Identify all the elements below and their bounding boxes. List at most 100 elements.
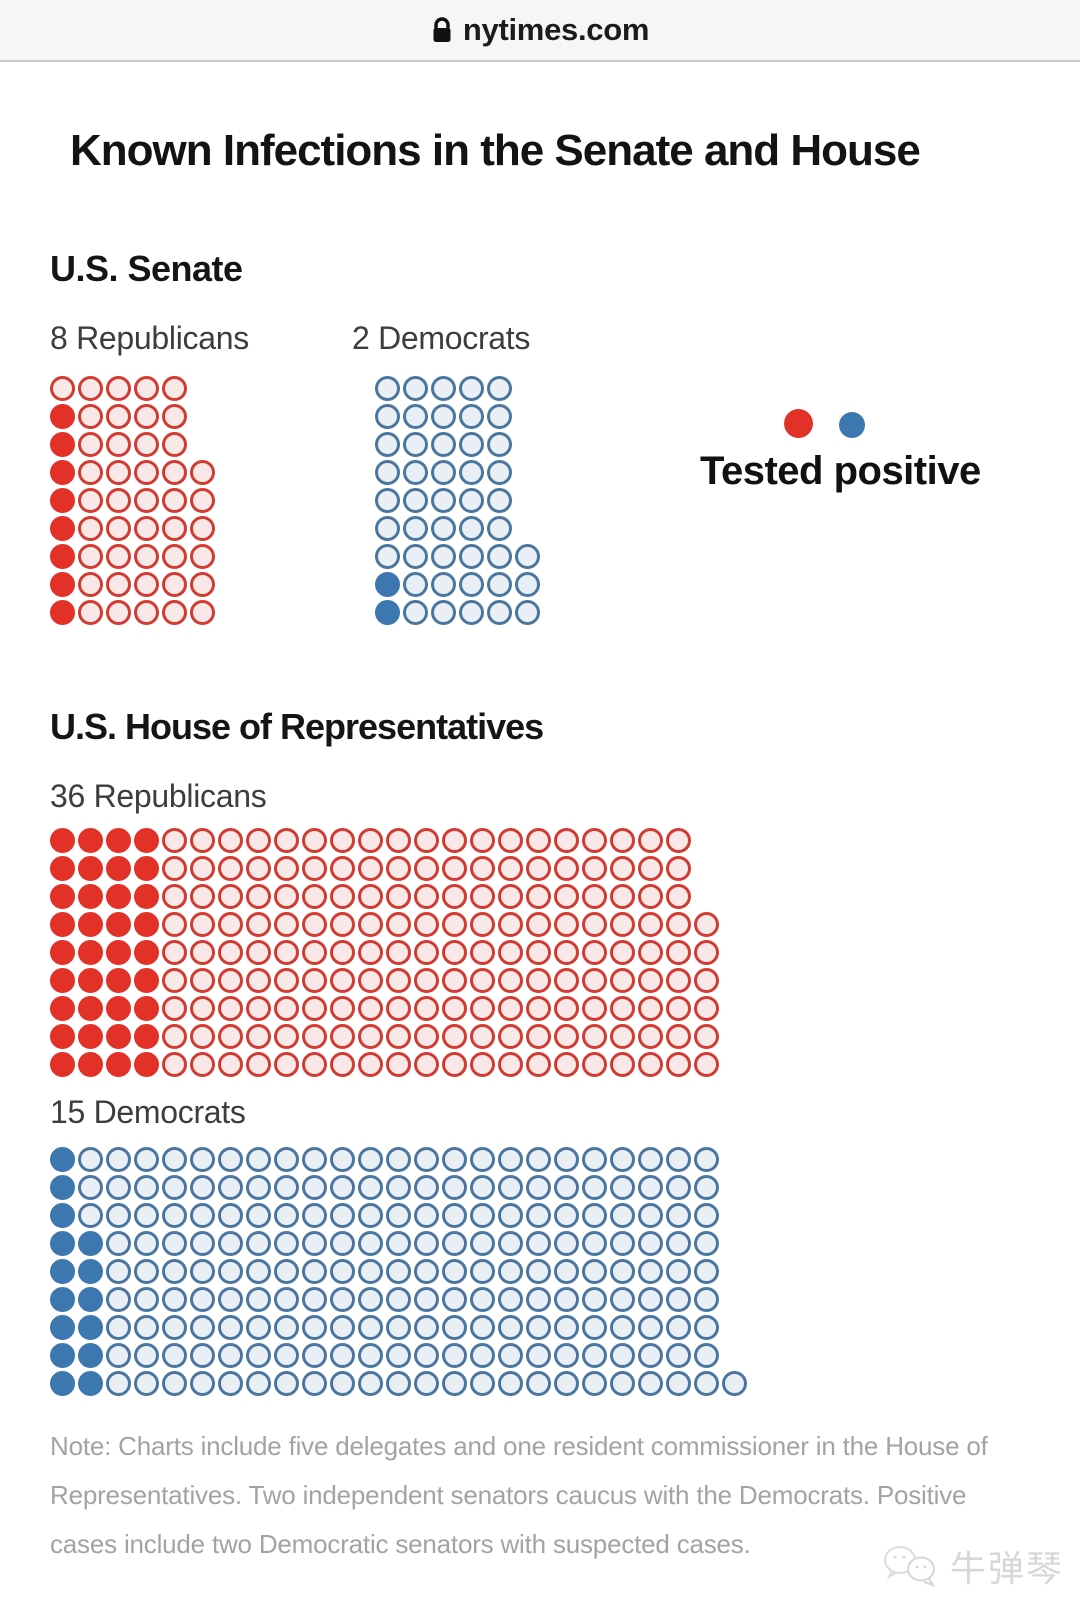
- seat-dot: [470, 1343, 495, 1368]
- seat-dot: [246, 1371, 271, 1396]
- seat-dot-positive: [78, 968, 103, 993]
- house-democrats-label: 15 Democrats: [50, 1094, 246, 1130]
- house-republicans-label: 36 Republicans: [50, 778, 267, 814]
- seat-dot: [358, 1052, 383, 1077]
- seat-dot: [498, 1259, 523, 1284]
- seat-dot: [386, 1203, 411, 1228]
- senate-republicans-label: 8 Republicans: [50, 320, 249, 356]
- seat-dot-positive: [78, 1259, 103, 1284]
- seat-dot: [666, 1371, 691, 1396]
- seat-dot: [610, 1287, 635, 1312]
- seat-dot: [106, 432, 131, 457]
- seat-dot: [414, 1287, 439, 1312]
- seat-dot: [218, 1371, 243, 1396]
- seat-dot: [106, 1259, 131, 1284]
- seat-dot: [246, 1024, 271, 1049]
- seat-dot: [610, 884, 635, 909]
- seat-dot: [106, 1343, 131, 1368]
- seat-dot: [358, 1024, 383, 1049]
- seat-dot: [666, 828, 691, 853]
- seat-dot: [78, 432, 103, 457]
- seat-dot: [190, 1371, 215, 1396]
- seat-dot: [526, 1147, 551, 1172]
- seat-dot: [218, 1203, 243, 1228]
- seat-dot: [442, 856, 467, 881]
- seat-dot: [274, 1203, 299, 1228]
- seat-dot: [218, 1343, 243, 1368]
- seat-dot: [358, 828, 383, 853]
- seat-dot: [218, 1259, 243, 1284]
- seat-dot: [582, 1343, 607, 1368]
- seat-dot: [386, 940, 411, 965]
- seat-dot: [162, 460, 187, 485]
- seat-dot-positive: [134, 968, 159, 993]
- seat-dot: [274, 884, 299, 909]
- seat-dot: [190, 996, 215, 1021]
- seat-dot: [610, 856, 635, 881]
- seat-dot-positive: [50, 600, 75, 625]
- seat-dot-positive: [78, 1052, 103, 1077]
- seat-dot: [134, 1203, 159, 1228]
- seat-dot: [694, 1315, 719, 1340]
- seat-dot: [78, 1147, 103, 1172]
- seat-dot: [274, 1147, 299, 1172]
- browser-address-bar[interactable]: nytimes.com: [0, 0, 1080, 62]
- seat-row: [375, 600, 543, 628]
- seat-dot: [414, 856, 439, 881]
- seat-dot: [470, 1231, 495, 1256]
- seat-dot: [414, 1371, 439, 1396]
- seat-dot: [554, 856, 579, 881]
- seat-dot: [694, 1231, 719, 1256]
- footnote-line: cases include two Democratic senators wi…: [50, 1529, 751, 1559]
- seat-row: [375, 432, 543, 460]
- seat-dot: [442, 940, 467, 965]
- seat-dot: [582, 1203, 607, 1228]
- seat-dot: [106, 516, 131, 541]
- seat-dot: [459, 544, 484, 569]
- wechat-bubbles-icon: [884, 1546, 936, 1587]
- seat-dot: [638, 968, 663, 993]
- seat-dot: [582, 1259, 607, 1284]
- seat-dot: [526, 1343, 551, 1368]
- seat-dot: [78, 1175, 103, 1200]
- seat-row: [50, 1371, 750, 1399]
- seat-dot: [218, 828, 243, 853]
- seat-dot-positive: [78, 828, 103, 853]
- lock-icon: [433, 17, 451, 42]
- seat-dot: [190, 968, 215, 993]
- seat-dot: [106, 1315, 131, 1340]
- seat-dot: [414, 1203, 439, 1228]
- seat-dot: [610, 1203, 635, 1228]
- seat-dot: [403, 404, 428, 429]
- seat-row: [50, 460, 218, 488]
- seat-dot: [498, 1287, 523, 1312]
- seat-dot: [610, 1231, 635, 1256]
- seat-dot-positive: [50, 940, 75, 965]
- seat-dot: [106, 376, 131, 401]
- seat-dot: [134, 1287, 159, 1312]
- seat-row: [50, 1175, 750, 1203]
- seat-dot: [274, 1024, 299, 1049]
- seat-dot: [666, 884, 691, 909]
- seat-row: [375, 544, 543, 572]
- seat-dot: [162, 912, 187, 937]
- seat-dot: [582, 968, 607, 993]
- seat-dot: [218, 1315, 243, 1340]
- seat-dot: [330, 1175, 355, 1200]
- seat-dot: [414, 1343, 439, 1368]
- seat-dot: [431, 544, 456, 569]
- seat-dot: [666, 856, 691, 881]
- seat-dot: [190, 460, 215, 485]
- seat-dot: [106, 572, 131, 597]
- seat-row: [375, 460, 543, 488]
- seat-dot-positive: [106, 912, 131, 937]
- seat-dot: [610, 1147, 635, 1172]
- seat-dot: [442, 1175, 467, 1200]
- seat-dot: [470, 1175, 495, 1200]
- seat-dot: [459, 572, 484, 597]
- seat-dot: [666, 968, 691, 993]
- seat-dot: [526, 884, 551, 909]
- seat-dot: [554, 1024, 579, 1049]
- seat-dot: [442, 1203, 467, 1228]
